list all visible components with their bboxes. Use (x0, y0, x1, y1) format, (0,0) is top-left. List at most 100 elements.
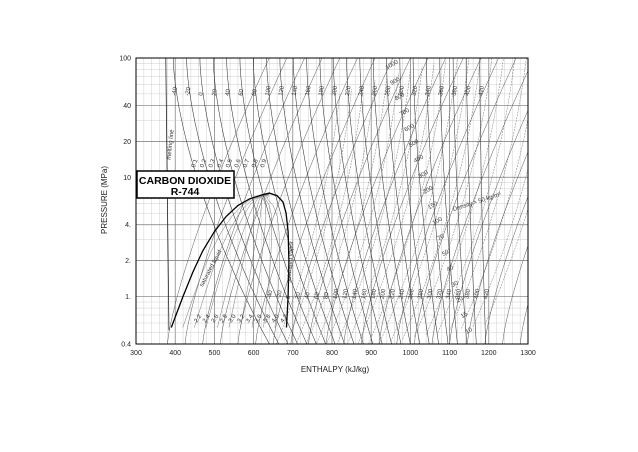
x-tick-label: 600 (248, 350, 260, 357)
melting-line-label: melting line (167, 129, 176, 160)
density-label: 20 (455, 296, 464, 305)
isotherm-curve (306, 58, 364, 344)
x-tick-label: 800 (326, 350, 338, 357)
chart-title: CARBON DIOXIDE (139, 175, 231, 187)
saturation-dome (170, 192, 290, 328)
entropy-label: 4.0 (271, 313, 281, 324)
isotherm-label-bottom: 200 (380, 288, 388, 300)
isotherm-label-bottom: 380 (464, 288, 472, 300)
isotherm-label-top: 200 (332, 85, 340, 97)
y-tick-label: 20 (123, 139, 131, 146)
isotherm-curve (452, 58, 468, 344)
saturated-liquid-label: saturated liquid (199, 249, 223, 288)
x-tick-label: 1100 (442, 350, 457, 357)
x-tick-label: 1000 (403, 350, 419, 357)
density-label: 40 (446, 265, 455, 274)
isotherm-label-bottom: 300 (427, 288, 435, 300)
quality-label: 0.9 (260, 158, 269, 169)
isotherm-label-top: 20 (212, 88, 219, 96)
quality-line (217, 192, 270, 328)
isochore-curve (316, 76, 388, 344)
isotherm-curve (426, 58, 449, 344)
isochore-curve (472, 167, 528, 327)
isentrope-curve (396, 58, 499, 344)
density-label: 30 (451, 280, 460, 289)
isochore-curve (484, 208, 528, 325)
isotherm-label-top: 100 (265, 85, 273, 97)
density-label: 900 (390, 76, 402, 87)
isotherm-label-bottom: 100 (333, 288, 341, 300)
quality-line (194, 192, 270, 328)
isotherm-curve (346, 58, 392, 344)
isotherm-label-bottom: 20 (295, 291, 302, 299)
isotherm-curve (439, 58, 458, 344)
isotherm-label-top: 260 (372, 85, 380, 97)
isentrope-curve (202, 58, 305, 344)
saturated-vapor-label: saturated vapor (286, 241, 295, 283)
isotherm-label-bottom: -20 (276, 289, 284, 299)
density-label: 15 (460, 311, 469, 320)
isotherm-label-bottom: 240 (399, 288, 407, 300)
density-label: 500 (408, 138, 420, 149)
y-tick-label: 10 (123, 175, 131, 182)
isotherm-label-bottom: 80 (323, 291, 330, 299)
isotherm-label-bottom: 220 (389, 288, 397, 300)
isotherm-label-top: 220 (345, 85, 353, 97)
isotherm-label-top: 40 (225, 88, 232, 96)
isotherm-label-bottom: 120 (342, 288, 350, 300)
isotherm-label-bottom: 280 (417, 288, 425, 300)
isotherm-curve (319, 58, 374, 344)
isotherm-label-top: 80 (252, 88, 259, 96)
quality-label: 0.8 (251, 158, 260, 169)
isentrope-curve (255, 58, 358, 344)
isentrope-curve (290, 58, 394, 344)
quality-line (251, 192, 270, 328)
isentrope-curve (220, 58, 323, 344)
density-label: 70 (437, 233, 446, 242)
isotherm-curve (399, 58, 430, 344)
saturation-dome-curve (170, 192, 290, 328)
isotherm-label-bottom: 60 (314, 291, 321, 299)
isentrope-curve (449, 109, 528, 344)
entropy-label: 2.2 (193, 313, 203, 324)
isotherm-label-bottom: 40 (305, 291, 312, 299)
isentrope-curve (237, 58, 341, 344)
isochore-curve (425, 58, 504, 335)
isotherm-curve (226, 58, 308, 344)
isotherm-label-bottom: 0 (286, 295, 293, 300)
x-tick-label: 500 (209, 350, 221, 357)
quality-label: 0.2 (200, 158, 209, 169)
isotherm-label-bottom: 160 (361, 288, 369, 300)
isotherm-label-top: 340 (425, 85, 433, 97)
isochore-curve (357, 63, 435, 344)
x-tick-label: 300 (130, 350, 142, 357)
isentrope-curve (466, 151, 528, 344)
entropy-label: 3.6 (254, 313, 264, 324)
density-label: 200 (423, 185, 435, 196)
density-label: 100 (432, 216, 444, 227)
chart-subtitle: R-744 (171, 186, 200, 198)
quality-label: 0.3 (208, 158, 217, 169)
quality-line (205, 192, 270, 328)
isentrope-curve (184, 58, 288, 344)
quality-label: 0.5 (226, 158, 235, 169)
isotherm-label-bottom: 340 (446, 288, 454, 300)
entropy-label: 3.8 (262, 313, 272, 324)
isotherm-label-top: 120 (278, 85, 286, 97)
isochore-curve (305, 80, 376, 344)
quality-line (228, 192, 270, 328)
x-tick-label: 700 (287, 350, 299, 357)
density-label: 10 (465, 327, 474, 336)
isochore-curve (414, 58, 493, 337)
axis-ticks: 300 400 500 600 700 800 900 1000 1100 1200 13000.4… (119, 56, 536, 358)
entropy-label: 3.2 (237, 313, 247, 324)
quality-label: 0.7 (243, 158, 252, 169)
isochore-curve (276, 93, 340, 344)
density-label: 600 (404, 123, 416, 134)
isotherm-label-top: 420 (478, 85, 486, 97)
isentrope-curve (325, 58, 429, 344)
isentrope-curve (308, 58, 411, 344)
quality-line (240, 192, 270, 328)
isotherm-label-bottom: 260 (408, 288, 416, 300)
